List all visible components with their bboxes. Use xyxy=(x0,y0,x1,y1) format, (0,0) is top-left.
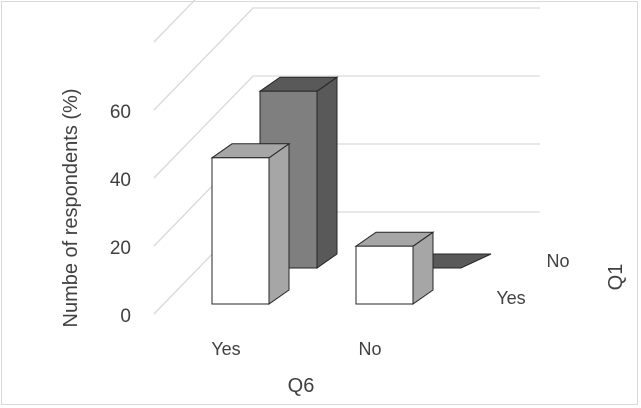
y-tick-20: 20 xyxy=(110,238,131,259)
bar-front xyxy=(211,157,270,305)
y-tick-0: 0 xyxy=(120,306,131,327)
x-category-yes: Yes xyxy=(211,339,240,359)
bar-yes-yes xyxy=(210,142,291,305)
depth-series-no: No xyxy=(546,251,569,271)
bar-side xyxy=(316,76,338,269)
gridline-40 xyxy=(153,75,540,179)
bar-front xyxy=(355,245,414,305)
y-axis-title: Numbe of respondents (%) xyxy=(60,88,82,327)
bar-yes-no xyxy=(354,231,435,305)
bars xyxy=(210,76,492,305)
y-tick-40: 40 xyxy=(110,170,131,191)
depth-axis-title: Q1 xyxy=(605,264,627,291)
gridline-60 xyxy=(153,7,540,111)
x-category-no: No xyxy=(358,339,381,359)
depth-series-yes: Yes xyxy=(496,288,525,308)
y-tick-60: 60 xyxy=(110,102,131,123)
gridline-80 xyxy=(153,0,196,43)
x-axis-title: Q6 xyxy=(288,375,315,397)
bar-side xyxy=(268,142,290,305)
